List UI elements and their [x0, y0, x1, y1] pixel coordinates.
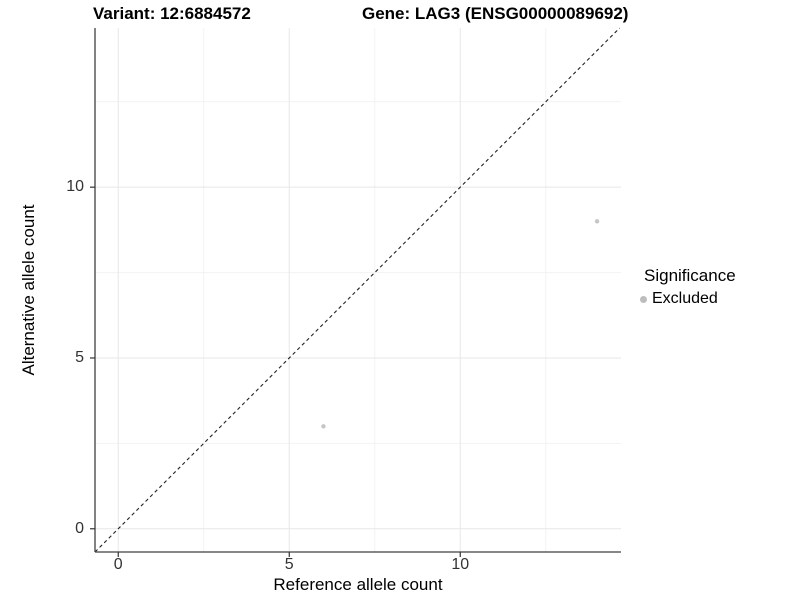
x-tick-label: 10: [451, 556, 470, 573]
data-point: [321, 424, 326, 429]
y-axis-title: Alternative allele count: [19, 204, 38, 376]
legend-item-excluded: Excluded: [640, 290, 736, 308]
x-tick-label: 0: [113, 556, 123, 573]
data-point: [594, 219, 600, 224]
y-tick-label: 5: [75, 348, 84, 366]
plot-title-variant: Variant: 12:6884572: [93, 4, 251, 23]
legend-swatch-dot-icon: [640, 295, 647, 303]
identity-line: [94, 27, 621, 553]
x-axis-title: Reference allele count: [273, 575, 443, 594]
y-tick-label: 0: [75, 519, 84, 537]
y-tick-label: 10: [66, 178, 84, 196]
legend: Significance Excluded: [636, 266, 736, 308]
plot-title-gene: Gene: LAG3 (ENSG00000089692): [362, 4, 629, 23]
legend-item-label: Excluded: [652, 290, 718, 307]
x-tick-label: 5: [284, 556, 294, 573]
legend-title: Significance: [644, 266, 736, 285]
